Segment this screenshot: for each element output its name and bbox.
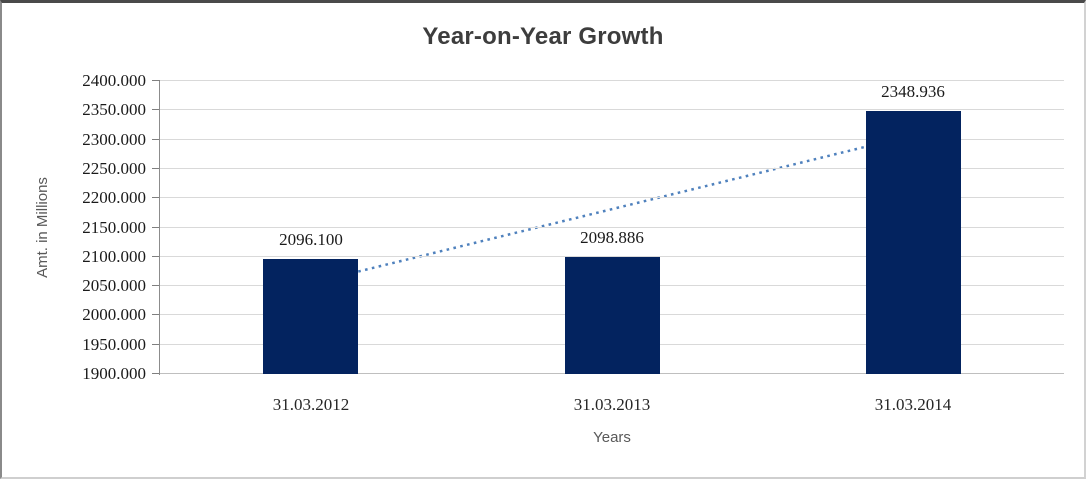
y-axis-tick — [152, 168, 160, 169]
y-tick-label: 2250.000 — [82, 159, 146, 178]
y-tick-label: 2000.000 — [82, 305, 146, 324]
y-axis-tick — [152, 80, 160, 81]
y-tick-label: 2100.000 — [82, 247, 146, 266]
bar-31.03.2013 — [565, 257, 660, 374]
y-gridline — [160, 256, 1064, 257]
y-axis-tick — [152, 109, 160, 110]
y-axis-line — [159, 81, 160, 375]
y-tick-label: 1900.000 — [82, 364, 146, 383]
y-axis-tick — [152, 197, 160, 198]
y-tick-label: 1950.000 — [82, 335, 146, 354]
bar-value-label: 2096.100 — [279, 230, 343, 249]
y-axis-tick — [152, 314, 160, 315]
y-gridline — [160, 227, 1064, 228]
y-gridline — [160, 197, 1064, 198]
y-tick-label: 2350.000 — [82, 100, 146, 119]
chart-title: Year-on-Year Growth — [422, 23, 664, 50]
x-axis-title: Years — [593, 429, 631, 446]
y-axis-tick — [152, 139, 160, 140]
y-tick-label: 2050.000 — [82, 276, 146, 295]
y-gridline — [160, 109, 1064, 110]
y-axis-tick — [152, 227, 160, 228]
bar-31.03.2014 — [866, 111, 961, 374]
y-tick-label: 2400.000 — [82, 71, 146, 90]
y-axis-tick — [152, 373, 160, 374]
y-axis-tick — [152, 344, 160, 345]
y-gridline — [160, 139, 1064, 140]
y-axis-tick — [152, 256, 160, 257]
y-axis-tick — [152, 285, 160, 286]
bar-31.03.2012 — [263, 259, 358, 374]
y-gridline — [160, 80, 1064, 81]
y-gridline — [160, 168, 1064, 169]
bar-value-label: 2348.936 — [881, 82, 945, 101]
x-tick-label: 31.03.2013 — [573, 395, 651, 414]
y-tick-label: 2200.000 — [82, 188, 146, 207]
y-tick-label: 2150.000 — [82, 218, 146, 237]
bar-value-label: 2098.886 — [580, 228, 644, 247]
x-tick-label: 31.03.2012 — [272, 395, 350, 414]
x-tick-label: 31.03.2014 — [874, 395, 952, 414]
y-tick-label: 2300.000 — [82, 130, 146, 149]
